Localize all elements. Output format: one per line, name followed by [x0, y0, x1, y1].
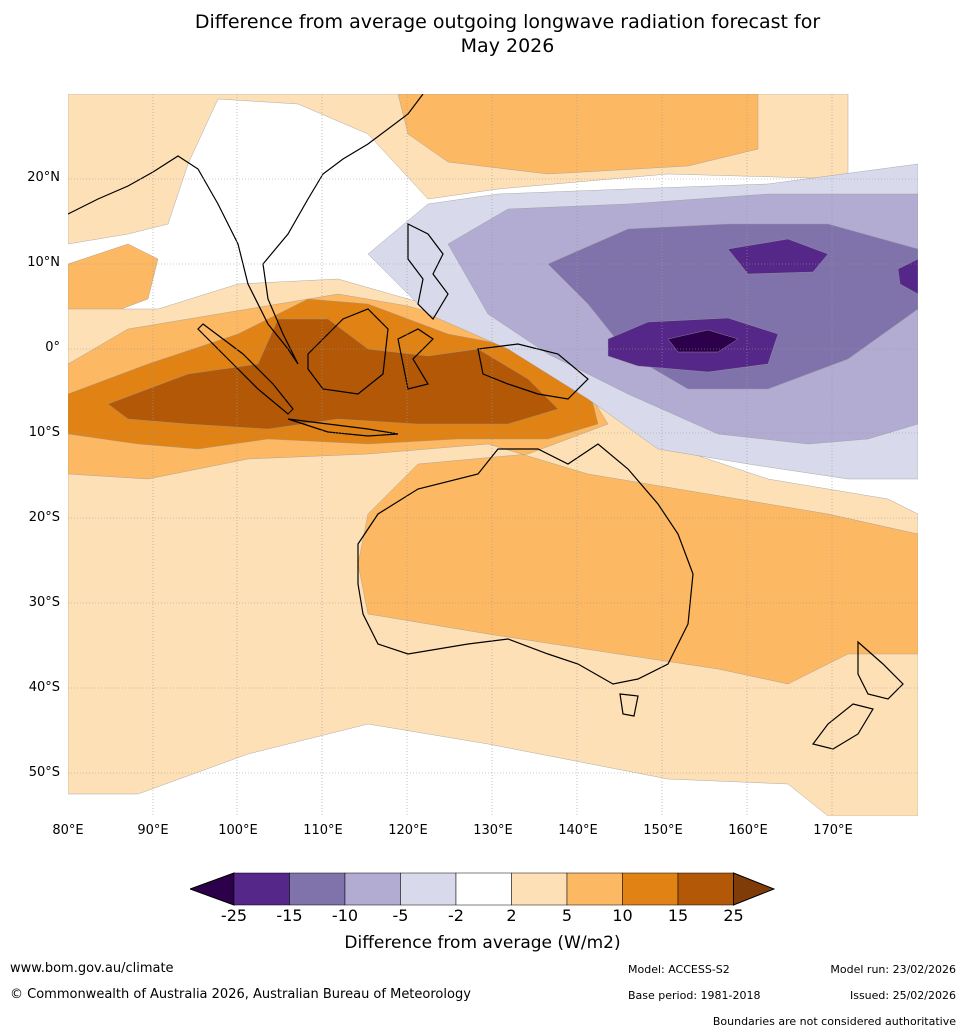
- lat-label-40s: 40°S: [28, 680, 60, 695]
- colorbar-swatch-pos-15-25: [677, 872, 734, 906]
- footer-copyright: © Commonwealth of Australia 2026, Austra…: [10, 987, 471, 1002]
- anomaly-region-neg-15-25-east-edge: [897, 258, 918, 295]
- colorbar-swatch-pos-2-5: [511, 872, 568, 906]
- coastline-java: [287, 418, 399, 437]
- lat-label-10s: 10°S: [28, 425, 60, 440]
- lat-label-equator: 0°: [45, 340, 60, 355]
- colorbar-swatch-pos-10-15: [622, 872, 679, 906]
- lon-label-170e: 170°E: [813, 823, 853, 838]
- footer-model: Model: ACCESS-S2: [628, 963, 730, 976]
- anomaly-region-pos-5-10-north: [397, 94, 759, 175]
- colorbar-label: Difference from average (W/m2): [344, 933, 621, 953]
- lon-label-80e: 80°E: [52, 823, 84, 838]
- colorbar-tick: -5: [392, 906, 409, 925]
- lat-label-10n: 10°N: [27, 255, 60, 270]
- lon-label-130e: 130°E: [473, 823, 513, 838]
- coastline-new-guinea: [477, 343, 589, 400]
- coastline-new-zealand: [811, 640, 904, 750]
- colorbar-low-extend: [190, 872, 235, 906]
- colorbar-tick: 25: [723, 906, 744, 925]
- coastline-borneo: [307, 308, 389, 395]
- footer-disclaimer: Boundaries are not considered authoritat…: [712, 1015, 956, 1028]
- coastline-australia: [357, 443, 694, 685]
- colorbar-tick: 2: [506, 906, 517, 925]
- colorbar-swatch-neutral: [455, 872, 512, 906]
- colorbar-tick: -15: [276, 906, 303, 925]
- lon-label-160e: 160°E: [728, 823, 768, 838]
- colorbar-tick: 15: [667, 906, 689, 925]
- coastline-asia-mainland: [68, 94, 424, 365]
- colorbar-tick: -10: [331, 906, 359, 925]
- coastline-sulawesi: [397, 328, 434, 390]
- title-line-1: Difference from average outgoing longwav…: [194, 11, 821, 33]
- colorbar-tick: -2: [448, 906, 464, 925]
- footer-model-run: Model run: 23/02/2026: [830, 963, 956, 976]
- colorbar-swatch-neg-15-25: [233, 872, 290, 906]
- lat-label-20n: 20°N: [27, 170, 60, 185]
- anomaly-region-neg-15-25-north: [727, 238, 829, 275]
- graticule: [68, 94, 918, 816]
- lat-label-20s: 20°S: [28, 510, 60, 525]
- colorbar-tick: 5: [561, 906, 573, 925]
- colorbar: [190, 872, 775, 906]
- colorbar-tick: -25: [220, 906, 248, 925]
- map-panel: [68, 94, 918, 816]
- colorbar-swatch-pos-5-10: [566, 872, 623, 906]
- anomaly-region-pos-5-10-west: [68, 243, 159, 325]
- lat-label-50s: 50°S: [28, 765, 60, 780]
- anomaly-region-pos-15-25: [107, 318, 559, 430]
- lon-label-110e: 110°E: [303, 823, 343, 838]
- colorbar-tick: 10: [612, 906, 633, 925]
- colorbar-swatch-neg-10-15: [289, 872, 346, 906]
- map-title: Difference from average outgoing longwav…: [0, 10, 965, 58]
- colorbar-high-extend: [733, 872, 775, 906]
- coastline-tasmania: [619, 693, 639, 717]
- footer-website: www.bom.gov.au/climate: [10, 961, 174, 976]
- coastline-sumatra: [197, 323, 294, 415]
- footer-base-period: Base period: 1981-2018: [628, 989, 761, 1002]
- coastline-philippines: [407, 223, 449, 320]
- colorbar-swatch-neg-5-10: [344, 872, 401, 906]
- colorbar-swatch-neg-2-5: [400, 872, 457, 906]
- lon-label-120e: 120°E: [388, 823, 428, 838]
- footer-issued: Issued: 25/02/2026: [849, 989, 956, 1002]
- lat-label-30s: 30°S: [28, 595, 60, 610]
- lon-label-100e: 100°E: [218, 823, 258, 838]
- lon-label-140e: 140°E: [558, 823, 598, 838]
- title-line-2: May 2026: [460, 35, 555, 57]
- anomaly-map: [68, 94, 918, 816]
- anomaly-region-neg-below-25: [667, 329, 739, 353]
- lon-label-150e: 150°E: [643, 823, 683, 838]
- lon-label-90e: 90°E: [137, 823, 169, 838]
